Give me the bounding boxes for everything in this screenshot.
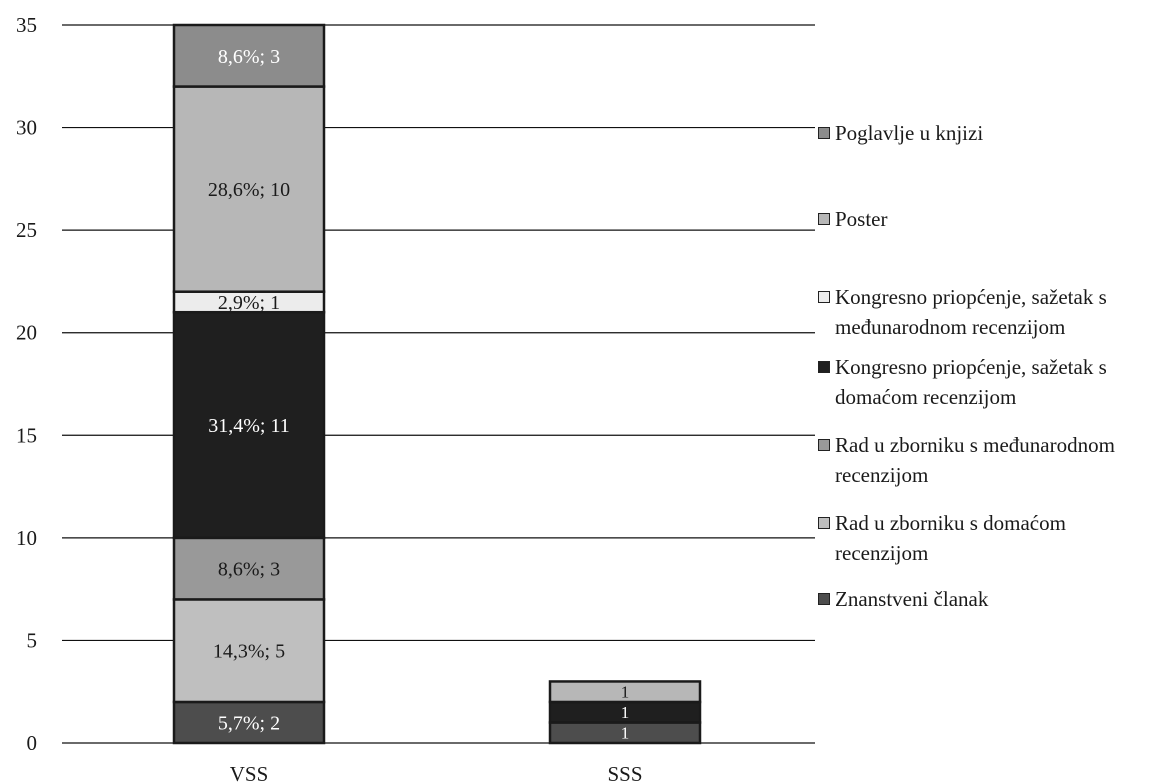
legend-label: Znanstveni članak bbox=[835, 587, 989, 611]
legend-swatch bbox=[818, 517, 830, 529]
legend-swatch bbox=[818, 593, 830, 605]
bar-segment bbox=[172, 310, 326, 540]
legend-swatch bbox=[818, 127, 830, 139]
bar-segment bbox=[172, 536, 326, 601]
bar-data-label: 2,9%; 1 bbox=[218, 292, 280, 314]
bars: 5,7%; 2 14,3%; 5 8,6%; 3 31,4%; 11 2,9%; 1 28… bbox=[172, 23, 702, 745]
y-tick-label: 25 bbox=[16, 218, 37, 242]
legend-label: Rad u zborniku s međunarodnom recenzijom bbox=[835, 433, 1115, 487]
bar-data-label: 5,7%; 2 bbox=[218, 712, 280, 734]
x-tick-label: SSS bbox=[607, 762, 642, 784]
legend-label: Kongresno priopćenje, sažetak s međunaro… bbox=[835, 285, 1107, 339]
bar-data-label: 8,6%; 3 bbox=[218, 559, 280, 581]
y-tick-label: 30 bbox=[16, 116, 37, 140]
bar-segment bbox=[172, 700, 326, 745]
legend-item-poster: Poster bbox=[818, 204, 888, 234]
bar-data-label: 8,6%; 3 bbox=[218, 46, 280, 68]
legend-item-znanstveni: Znanstveni članak bbox=[818, 584, 988, 614]
bar-data-label: 1 bbox=[621, 724, 630, 743]
legend-label: Rad u zborniku s domaćom recenzijom bbox=[835, 511, 1066, 565]
bar-data-label: 14,3%; 5 bbox=[213, 641, 285, 663]
bar-segment bbox=[172, 85, 326, 293]
bar-data-label: 1 bbox=[621, 703, 630, 722]
legend-item-kongres-medunarodno: Kongresno priopćenje, sažetak s međunaro… bbox=[818, 282, 1107, 342]
bar-data-label: 28,6%; 10 bbox=[208, 179, 290, 201]
x-axis-labels: VSS SSS bbox=[230, 762, 643, 784]
y-tick-label: 35 bbox=[16, 13, 37, 37]
legend-item-rad-medunarodno: Rad u zborniku s međunarodnom recenzijom bbox=[818, 430, 1115, 490]
y-tick-label: 20 bbox=[16, 321, 37, 345]
legend-label: Poster bbox=[835, 207, 888, 231]
legend-label: Kongresno priopćenje, sažetak s domaćom … bbox=[835, 355, 1107, 409]
legend-swatch bbox=[818, 213, 830, 225]
y-tick-label: 5 bbox=[27, 628, 38, 652]
bar-segment bbox=[172, 23, 326, 88]
legend-item-kongres-domace: Kongresno priopćenje, sažetak s domaćom … bbox=[818, 352, 1107, 412]
bar-data-label: 31,4%; 11 bbox=[208, 415, 289, 437]
bar-segment bbox=[172, 598, 326, 704]
y-tick-label: 15 bbox=[16, 423, 37, 447]
legend-item-rad-domace: Rad u zborniku s domaćom recenzijom bbox=[818, 508, 1066, 568]
legend-swatch bbox=[818, 439, 830, 451]
legend-swatch bbox=[818, 291, 830, 303]
legend-swatch bbox=[818, 361, 830, 373]
legend-label: Poglavlje u knjizi bbox=[835, 121, 984, 145]
bar-segment bbox=[548, 680, 702, 704]
legend-item-poglavlje: Poglavlje u knjizi bbox=[818, 118, 983, 148]
y-tick-label: 10 bbox=[16, 526, 37, 550]
x-tick-label: VSS bbox=[230, 762, 269, 784]
y-tick-label: 0 bbox=[27, 731, 38, 755]
bar-data-label: 1 bbox=[621, 683, 630, 702]
y-axis-ticks: 0 5 10 15 20 25 30 35 bbox=[16, 13, 37, 755]
